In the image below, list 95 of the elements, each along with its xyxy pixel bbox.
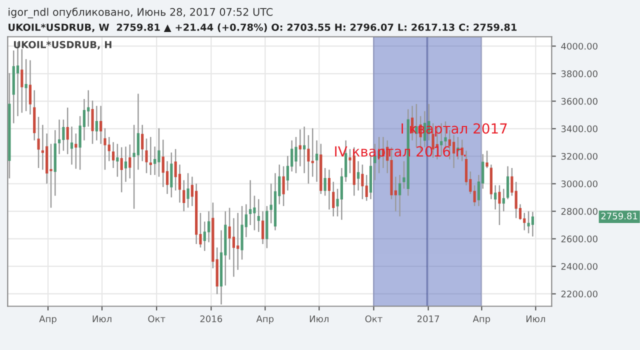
candlestick xyxy=(136,93,140,170)
candlestick xyxy=(502,188,505,212)
candlestick xyxy=(95,105,98,142)
y-tick-label: 3600.00 xyxy=(561,98,598,105)
candlestick xyxy=(132,124,136,210)
candlestick xyxy=(506,166,510,200)
x-tick-label: Окт xyxy=(365,315,382,322)
candlestick xyxy=(270,182,272,224)
candlestick xyxy=(324,167,326,196)
candlestick xyxy=(473,184,476,207)
y-tick-label: 2200.00 xyxy=(561,290,598,298)
candlestick xyxy=(207,210,210,243)
y-tick-label: 3200.00 xyxy=(561,152,598,160)
x-tick-label: Июл xyxy=(92,316,112,322)
candlestick xyxy=(527,210,530,234)
candlestick xyxy=(498,184,501,226)
candlestick xyxy=(116,143,119,178)
candlestick xyxy=(149,136,152,176)
candlestick xyxy=(298,128,302,167)
x-tick-label: Апр xyxy=(472,316,490,324)
candlestick xyxy=(203,220,206,252)
annotation: UKOIL*USDRUB, H xyxy=(14,40,112,50)
candlestick xyxy=(307,134,310,184)
candlestick xyxy=(170,152,173,198)
candlestick xyxy=(91,100,94,144)
candlestick xyxy=(510,167,514,196)
candlestick xyxy=(124,146,128,182)
candlestick xyxy=(37,116,40,169)
candlestick xyxy=(249,180,252,226)
candlestick xyxy=(294,136,298,174)
candlestick xyxy=(361,164,364,200)
candlestick xyxy=(24,58,28,112)
candlestick xyxy=(104,128,106,170)
candlestick xyxy=(531,211,534,238)
text: 2759.81 xyxy=(601,212,638,220)
candlestick xyxy=(514,181,518,219)
candlestick xyxy=(236,212,240,271)
candlestick xyxy=(232,218,236,278)
candlestick xyxy=(108,136,110,162)
y-tick-label: 3000.00 xyxy=(561,180,598,188)
candlestick xyxy=(315,140,318,182)
y-tick-label: 3800.00 xyxy=(561,70,598,78)
candlestick xyxy=(311,128,314,178)
candlestick xyxy=(523,212,526,231)
candlestick xyxy=(365,174,368,202)
x-tick-label: Июл xyxy=(310,316,328,322)
candlestick xyxy=(486,150,488,169)
candlestick xyxy=(158,128,160,178)
x-tick-label: 2016 xyxy=(200,315,222,322)
x-tick-label: Окт xyxy=(148,315,166,322)
candlestick xyxy=(332,181,335,217)
candlestick xyxy=(120,146,123,193)
candlestick xyxy=(328,169,331,210)
candlestick xyxy=(141,124,144,162)
candlestick xyxy=(100,105,102,144)
candlestick xyxy=(174,148,177,192)
candlestick xyxy=(257,198,260,233)
candlestick xyxy=(87,90,90,128)
candlestick xyxy=(186,172,190,208)
candlestick xyxy=(228,207,231,260)
candlestick xyxy=(112,142,115,169)
y-tick-label: 2800.00 xyxy=(561,208,598,215)
candlestick xyxy=(20,48,24,114)
candlestick xyxy=(74,132,78,170)
candlestick xyxy=(182,180,186,212)
candlestick xyxy=(253,195,256,231)
x-tick-label: Июл xyxy=(526,316,545,322)
candlestick xyxy=(145,138,148,174)
candlestick xyxy=(166,160,169,195)
chart-subtitle: UKOIL*USDRUB, W 2759.81 ▲ +21.44 (+0.78%) O: 2703.55 H: 2796.07 L: 2617.13 C: 2759.81 xyxy=(8,23,517,32)
candlestick xyxy=(398,174,402,217)
candlestick xyxy=(154,146,156,176)
y-tick-label: 4000.00 xyxy=(561,42,598,50)
candlestick xyxy=(178,164,182,204)
y-tick-label: 2600.00 xyxy=(561,236,598,242)
candlestick xyxy=(494,184,497,210)
candlestick xyxy=(303,126,306,174)
candlestick xyxy=(128,144,132,180)
x-tick-label: 2017 xyxy=(417,315,439,322)
candlestick xyxy=(50,143,52,208)
candlestick xyxy=(66,107,69,155)
y-tick-label: 2400.00 xyxy=(561,263,598,270)
candlestick xyxy=(28,60,32,116)
candlestick xyxy=(356,160,360,192)
x-tick-label: Апр xyxy=(39,316,56,324)
candlestick xyxy=(70,126,74,166)
candlestick xyxy=(62,118,65,152)
candlestick xyxy=(58,118,61,155)
candlestick xyxy=(282,166,285,207)
candlestick xyxy=(162,139,164,188)
candlestick xyxy=(41,124,44,170)
x-tick-label: Апр xyxy=(256,316,274,324)
candlestick xyxy=(261,210,264,245)
chart-title: igor_ndl опубликовано, Июнь 28, 2017 07:52 UTC xyxy=(8,8,273,18)
y-tick-label: 3400.00 xyxy=(561,125,598,132)
